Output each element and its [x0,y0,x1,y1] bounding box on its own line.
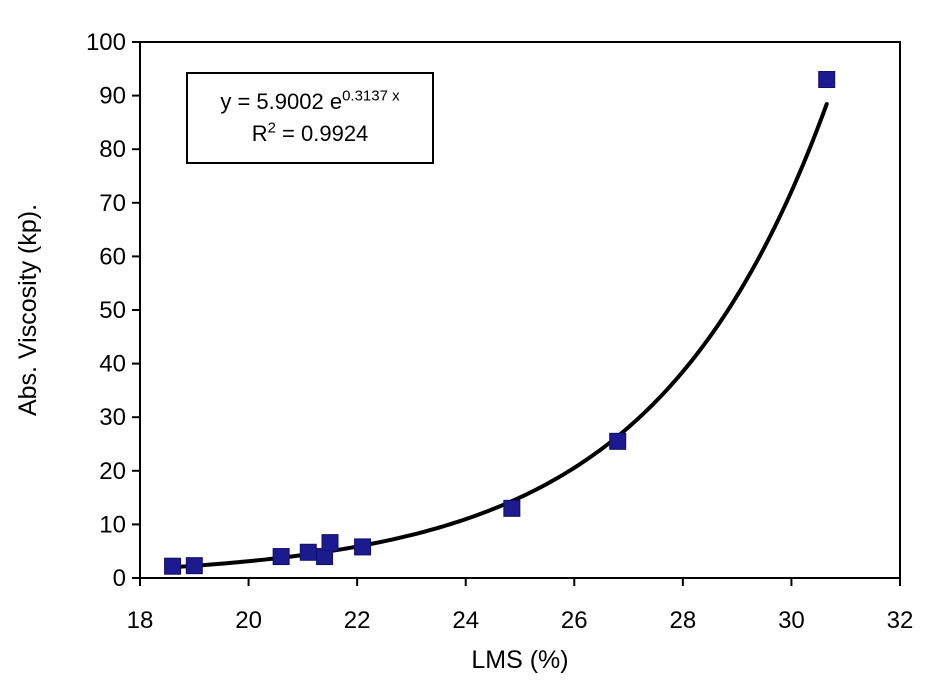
data-point-marker [185,557,203,575]
y-tick-label: 0 [113,565,126,592]
x-tick-label: 22 [344,607,371,634]
trendline-equation-box: y = 5.9002 e0.3137 x R2 = 0.9924 [186,72,434,164]
data-points [164,71,836,575]
y-tick-label: 80 [99,136,126,163]
y-tick-label: 40 [99,351,126,378]
y-tick-label: 30 [99,404,126,431]
trendline-curve [165,102,829,570]
y-tick-label: 70 [99,190,126,217]
data-point-marker [164,557,182,575]
x-axis-title: LMS (%) [471,646,568,674]
data-point-marker [299,543,317,561]
y-tick-label: 100 [86,29,126,56]
data-point-marker [609,432,627,450]
data-point-marker [354,538,372,556]
y-tick-label: 20 [99,458,126,485]
r2-value: = 0.9924 [275,121,369,146]
x-tick-label: 26 [561,607,588,634]
y-tick-label: 50 [99,297,126,324]
data-point-marker [272,548,290,566]
y-axis: 0 10 20 30 40 50 60 70 80 90 100 [86,29,140,592]
data-point-marker [818,71,836,89]
y-tick-label: 90 [99,83,126,110]
r2-base: R [251,121,268,146]
x-tick-label: 20 [235,607,262,634]
y-tick-label: 10 [99,511,126,538]
equation-exponent: 0.3137 x [342,87,400,105]
data-point-marker [321,534,339,552]
x-tick-label: 32 [887,607,914,634]
x-tick-label: 30 [778,607,805,634]
equation-prefix: y = 5.9002 e [220,89,343,115]
x-axis: 18 20 22 24 26 28 30 32 [127,578,914,634]
trendline-equation-text: y = 5.9002 e0.3137 x [220,86,399,118]
x-tick-label: 28 [670,607,697,634]
data-point-marker [503,499,521,517]
r2-superscript: 2 [267,119,276,137]
x-tick-label: 18 [127,607,154,634]
y-axis-title: Abs. Viscosity (kp). [14,204,42,416]
y-tick-label: 60 [99,243,126,270]
r-squared-text: R2 = 0.9924 [252,118,369,150]
x-tick-label: 24 [452,607,479,634]
